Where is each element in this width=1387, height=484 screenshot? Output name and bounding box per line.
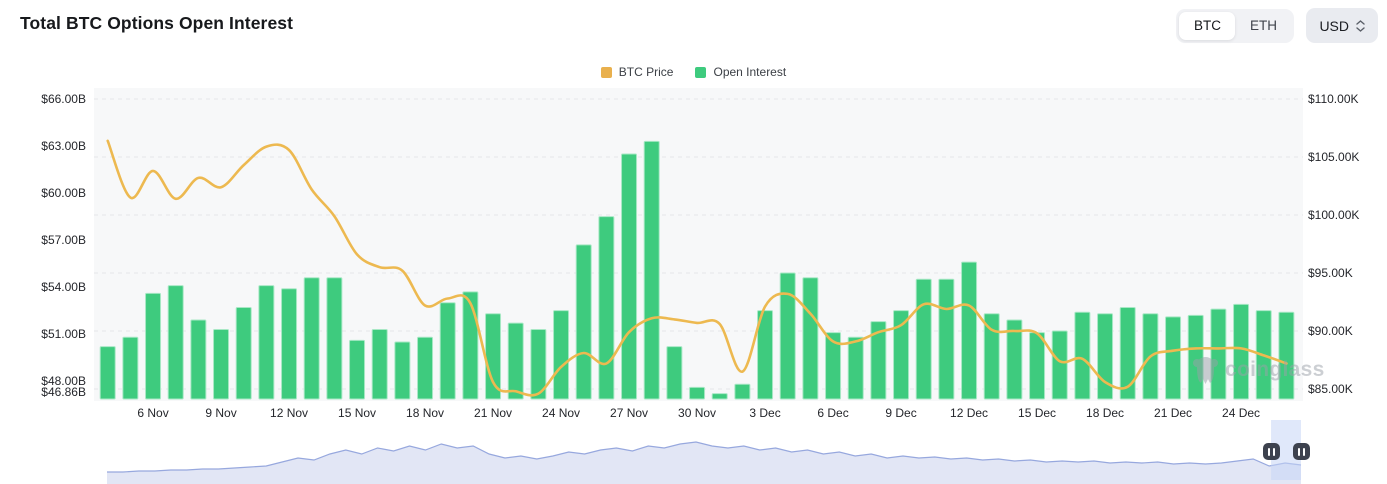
legend-label: BTC Price bbox=[618, 65, 674, 79]
open-interest-bar[interactable] bbox=[122, 336, 139, 400]
right-axis-label: $90.00K bbox=[1308, 324, 1353, 338]
x-axis-label: 24 Dec bbox=[1222, 406, 1261, 420]
open-interest-bar[interactable] bbox=[281, 288, 298, 400]
open-interest-bar[interactable] bbox=[303, 277, 320, 400]
x-axis-label: 15 Dec bbox=[1018, 406, 1057, 420]
open-interest-bar[interactable] bbox=[1074, 311, 1091, 400]
open-interest-bar[interactable] bbox=[711, 393, 728, 400]
navigator-line bbox=[107, 441, 1302, 473]
left-axis-label: $66.00B bbox=[41, 92, 86, 107]
open-interest-bar[interactable] bbox=[1278, 311, 1295, 400]
left-axis-label: $63.00B bbox=[41, 139, 86, 154]
left-axis-label: $46.86B bbox=[41, 385, 86, 399]
open-interest-bar[interactable] bbox=[258, 285, 275, 400]
left-axis-label: $54.00B bbox=[41, 280, 86, 295]
open-interest-bar[interactable] bbox=[870, 321, 887, 400]
open-interest-bar[interactable] bbox=[1210, 308, 1227, 400]
right-axis-label: $85.00K bbox=[1308, 382, 1353, 396]
open-interest-bar[interactable] bbox=[371, 328, 388, 400]
btc-price-line bbox=[106, 139, 1288, 397]
x-axis-label: 30 Nov bbox=[678, 406, 717, 420]
open-interest-bar[interactable] bbox=[598, 216, 615, 400]
x-axis-label: 6 Nov bbox=[137, 406, 169, 420]
x-axis-label: 6 Dec bbox=[817, 406, 849, 420]
open-interest-swatch bbox=[695, 66, 707, 78]
open-interest-bar[interactable] bbox=[1165, 316, 1182, 400]
right-axis-label: $105.00K bbox=[1308, 150, 1360, 164]
open-interest-bar[interactable] bbox=[553, 310, 570, 400]
x-axis-label: 3 Dec bbox=[749, 406, 781, 420]
left-axis-label: $51.00B bbox=[41, 327, 86, 342]
navigator-right-handle[interactable] bbox=[1292, 443, 1310, 460]
open-interest-bar[interactable] bbox=[394, 341, 411, 400]
x-axis-label: 9 Dec bbox=[885, 406, 917, 420]
asset-toggle: BTC ETH bbox=[1176, 8, 1295, 43]
legend-label: Open Interest bbox=[713, 65, 787, 79]
currency-select-value: USD bbox=[1319, 17, 1349, 34]
open-interest-bar[interactable] bbox=[417, 336, 434, 400]
open-interest-bar[interactable] bbox=[1006, 319, 1023, 400]
open-interest-bar[interactable] bbox=[1051, 330, 1068, 400]
left-axis-label: $60.00B bbox=[41, 186, 86, 201]
open-interest-bar[interactable] bbox=[734, 383, 751, 400]
x-axis-label: 21 Nov bbox=[474, 406, 513, 420]
x-axis-label: 18 Nov bbox=[406, 406, 445, 420]
legend-item-btc-price[interactable]: BTC Price bbox=[600, 65, 674, 79]
open-interest-bar[interactable] bbox=[893, 310, 910, 400]
open-interest-bar[interactable] bbox=[575, 244, 592, 400]
x-axis-label: 9 Nov bbox=[205, 406, 237, 420]
open-interest-bar[interactable] bbox=[213, 328, 230, 400]
x-axis-label: 12 Nov bbox=[270, 406, 309, 420]
open-interest-bar[interactable] bbox=[167, 285, 184, 400]
right-axis-label: $100.00K bbox=[1308, 208, 1360, 222]
btc-price-swatch bbox=[600, 66, 612, 78]
right-axis-label: $110.00K bbox=[1308, 92, 1359, 106]
x-axis-label: 18 Dec bbox=[1086, 406, 1125, 420]
tab-eth[interactable]: ETH bbox=[1235, 12, 1291, 40]
open-interest-bar[interactable] bbox=[99, 346, 116, 400]
open-interest-bar[interactable] bbox=[145, 292, 162, 400]
open-interest-bar[interactable] bbox=[439, 302, 456, 400]
open-interest-bar[interactable] bbox=[983, 313, 1000, 400]
x-axis-label: 21 Dec bbox=[1154, 406, 1193, 420]
navigator-area bbox=[107, 442, 1301, 484]
x-axis-label: 12 Dec bbox=[950, 406, 989, 420]
chevron-up-down-icon bbox=[1356, 19, 1365, 32]
tab-btc[interactable]: BTC bbox=[1179, 11, 1236, 40]
x-axis-label: 27 Nov bbox=[610, 406, 649, 420]
open-interest-bar[interactable] bbox=[1233, 303, 1250, 400]
open-interest-bar[interactable] bbox=[643, 140, 660, 400]
x-axis-label: 24 Nov bbox=[542, 406, 581, 420]
right-axis-label: $95.00K bbox=[1308, 266, 1353, 280]
legend: BTC Price Open Interest bbox=[0, 65, 1387, 79]
open-interest-bar[interactable] bbox=[530, 328, 547, 400]
open-interest-bar[interactable] bbox=[326, 277, 343, 400]
open-interest-bar[interactable] bbox=[825, 332, 842, 400]
open-interest-bar[interactable] bbox=[349, 339, 366, 400]
currency-select[interactable]: USD bbox=[1306, 8, 1378, 43]
open-interest-bar[interactable] bbox=[961, 261, 978, 400]
page-title: Total BTC Options Open Interest bbox=[20, 13, 294, 33]
header-controls: BTC ETH USD bbox=[1176, 8, 1378, 43]
open-interest-bar[interactable] bbox=[689, 386, 706, 400]
x-axis-label: 15 Nov bbox=[338, 406, 377, 420]
open-interest-bar[interactable] bbox=[757, 310, 774, 400]
open-interest-bar[interactable] bbox=[462, 291, 479, 400]
navigator-left-handle[interactable] bbox=[1262, 443, 1280, 460]
open-interest-bar[interactable] bbox=[235, 307, 252, 400]
open-interest-bar[interactable] bbox=[666, 346, 683, 400]
left-axis-label: $57.00B bbox=[41, 233, 86, 248]
open-interest-bar[interactable] bbox=[847, 336, 864, 400]
left-axis-label: $48.00B bbox=[41, 374, 86, 389]
open-interest-bar[interactable] bbox=[915, 278, 932, 400]
legend-item-open-interest[interactable]: Open Interest bbox=[695, 65, 786, 79]
open-interest-bar[interactable] bbox=[190, 319, 207, 400]
open-interest-bar[interactable] bbox=[779, 272, 796, 400]
open-interest-bar[interactable] bbox=[1119, 307, 1136, 400]
open-interest-bar[interactable] bbox=[507, 322, 524, 400]
